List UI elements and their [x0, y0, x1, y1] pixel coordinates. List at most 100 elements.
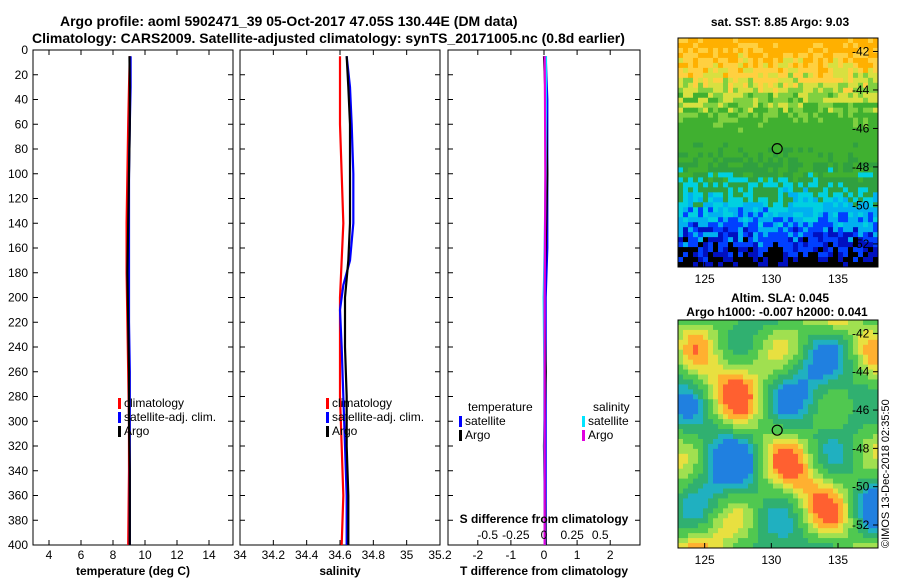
map-cell	[873, 77, 879, 84]
map-cell	[728, 394, 734, 400]
map-cell	[783, 404, 789, 410]
map-x-tick-label: 130	[761, 272, 781, 286]
map-cell	[778, 394, 784, 400]
map-cell	[733, 379, 739, 385]
map-cell	[773, 483, 779, 489]
map-cell	[798, 354, 804, 361]
map-cell	[813, 384, 819, 390]
map-cell	[773, 167, 779, 173]
map-cell	[748, 384, 754, 390]
map-cell	[828, 394, 834, 400]
map-cell	[778, 339, 784, 346]
map-cell	[833, 483, 839, 489]
map-cell	[773, 493, 779, 499]
map-cell	[778, 324, 784, 331]
map-cell	[768, 438, 774, 445]
map-cell	[858, 147, 864, 153]
map-cell	[688, 132, 694, 138]
map-cell	[683, 67, 689, 74]
map-cell	[743, 72, 749, 79]
map-cell	[848, 359, 854, 366]
map-cell	[683, 478, 689, 484]
map-cell	[693, 67, 699, 74]
map-cell	[848, 92, 854, 99]
map-cell	[793, 448, 799, 455]
map-cell	[818, 112, 824, 119]
map-cell	[803, 478, 809, 484]
map-cell	[853, 232, 859, 238]
map-cell	[868, 538, 874, 544]
map-cell	[768, 324, 774, 331]
map-cell	[803, 167, 809, 173]
map-cell	[868, 217, 874, 223]
map-cell	[848, 528, 854, 534]
map-cell	[743, 533, 749, 539]
map-cell	[818, 237, 824, 243]
map-cell	[703, 473, 709, 480]
map-cell	[688, 438, 694, 445]
map-cell	[773, 72, 779, 79]
map-cell	[718, 162, 724, 168]
map-cell	[848, 117, 854, 124]
map-cell	[868, 389, 874, 395]
map-cell	[678, 62, 684, 69]
map-cell	[833, 112, 839, 119]
map-cell	[813, 257, 819, 263]
map-cell	[733, 518, 739, 524]
map-cell	[768, 409, 774, 415]
map-cell	[753, 47, 759, 54]
map-cell	[718, 152, 724, 158]
map-cell	[813, 132, 819, 138]
map-cell	[833, 262, 839, 268]
map-cell	[823, 369, 829, 375]
map-cell	[678, 458, 684, 465]
map-cell	[838, 137, 844, 143]
map-cell	[828, 157, 834, 163]
map-cell	[758, 252, 764, 258]
map-cell	[743, 112, 749, 119]
map-cell	[783, 192, 789, 198]
map-cell	[763, 137, 769, 143]
map-cell	[733, 162, 739, 168]
map-cell	[808, 493, 814, 499]
map-cell	[843, 232, 849, 238]
map-cell	[813, 438, 819, 445]
map-cell	[738, 533, 744, 539]
map-cell	[753, 344, 759, 351]
map-cell	[803, 513, 809, 519]
map-cell	[823, 443, 829, 450]
map-cell	[793, 434, 799, 440]
map-cell	[698, 369, 704, 375]
map-cell	[838, 167, 844, 173]
map-cell	[698, 414, 704, 420]
map-cell	[788, 463, 794, 470]
map-cell	[698, 222, 704, 228]
map-cell	[773, 222, 779, 228]
map-cell	[688, 453, 694, 460]
map-cell	[873, 389, 879, 395]
map-y-tick-label: -50	[852, 198, 870, 212]
map-cell	[813, 483, 819, 489]
map-cell	[728, 97, 734, 104]
map-cell	[748, 513, 754, 519]
map-cell	[813, 217, 819, 223]
map-cell	[708, 187, 714, 193]
map-cell	[748, 77, 754, 84]
map-cell	[738, 458, 744, 465]
map-cell	[838, 252, 844, 258]
map-cell	[753, 434, 759, 440]
map-cell	[813, 122, 819, 129]
map-cell	[683, 384, 689, 390]
map-cell	[818, 82, 824, 89]
map-cell	[853, 147, 859, 153]
map-cell	[853, 162, 859, 168]
map-cell	[773, 242, 779, 248]
map-cell	[758, 72, 764, 79]
map-cell	[818, 468, 824, 475]
map-cell	[843, 187, 849, 193]
map-cell	[873, 97, 879, 104]
map-cell	[688, 384, 694, 390]
map-cell	[793, 247, 799, 253]
map-cell	[713, 468, 719, 475]
map-cell	[763, 369, 769, 375]
